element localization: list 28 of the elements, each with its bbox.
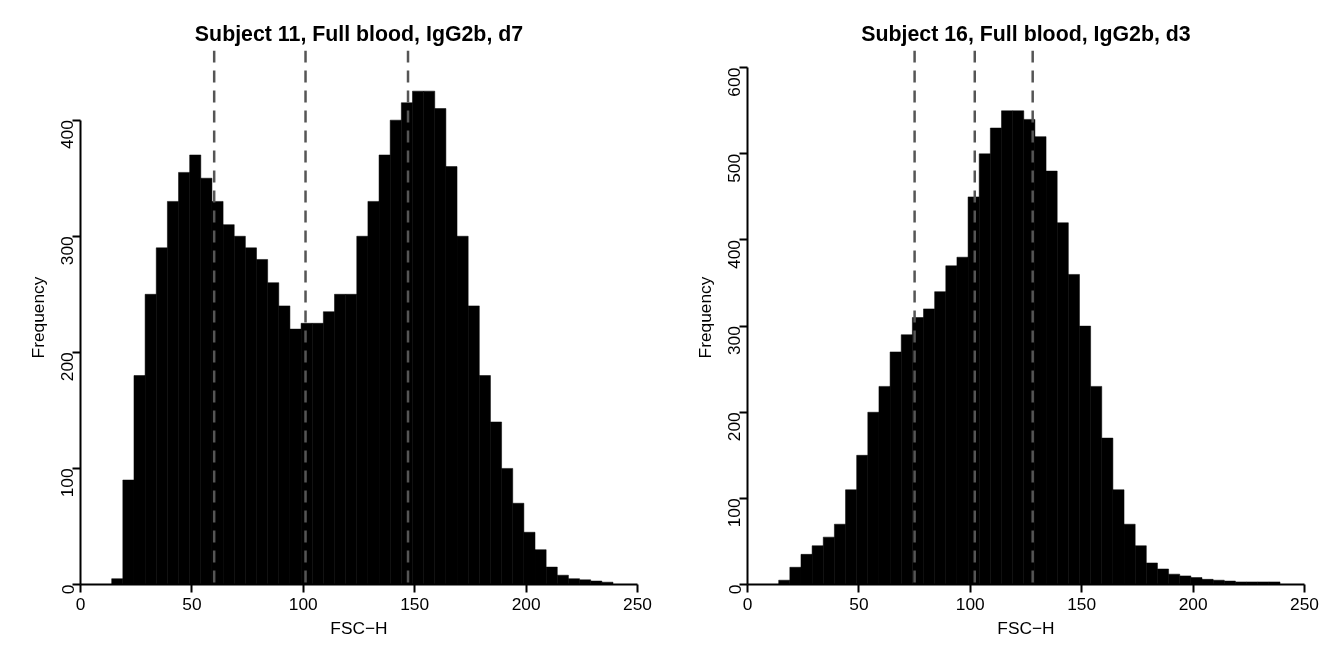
y-axis-title: Frequency: [27, 276, 48, 359]
y-tick-label: 100: [57, 468, 78, 498]
x-tick-label: 50: [849, 593, 869, 614]
x-tick-label: 50: [182, 593, 202, 614]
y-tick-label: 500: [724, 153, 745, 183]
x-tick-label: 200: [511, 593, 541, 614]
x-tick-label: 250: [1290, 593, 1319, 614]
y-tick-label: 0: [724, 584, 745, 595]
y-tick-label: 400: [57, 120, 78, 150]
x-tick-label: 200: [1178, 593, 1208, 614]
y-axis-title: Frequency: [694, 276, 715, 359]
chart-title: Subject 11, Full blood, IgG2b, d7: [194, 21, 524, 46]
x-tick-label: 150: [400, 593, 430, 614]
chart-title: Subject 16, Full blood, IgG2b, d3: [861, 21, 1191, 46]
y-tick-label: 100: [724, 498, 745, 528]
y-tick-label: 600: [724, 67, 745, 97]
y-tick-label: 400: [724, 239, 745, 269]
x-tick-label: 100: [288, 593, 318, 614]
x-tick-label: 100: [955, 593, 985, 614]
y-tick-label: 300: [724, 326, 745, 356]
y-tick-label: 200: [724, 412, 745, 442]
x-axis-title: FSC−H: [997, 617, 1055, 638]
y-tick-label: 0: [57, 584, 78, 595]
y-tick-label: 200: [57, 352, 78, 382]
x-axis-title: FSC−H: [330, 617, 388, 638]
x-tick-label: 250: [623, 593, 652, 614]
x-tick-label: 150: [1067, 593, 1097, 614]
y-tick-label: 300: [57, 236, 78, 266]
